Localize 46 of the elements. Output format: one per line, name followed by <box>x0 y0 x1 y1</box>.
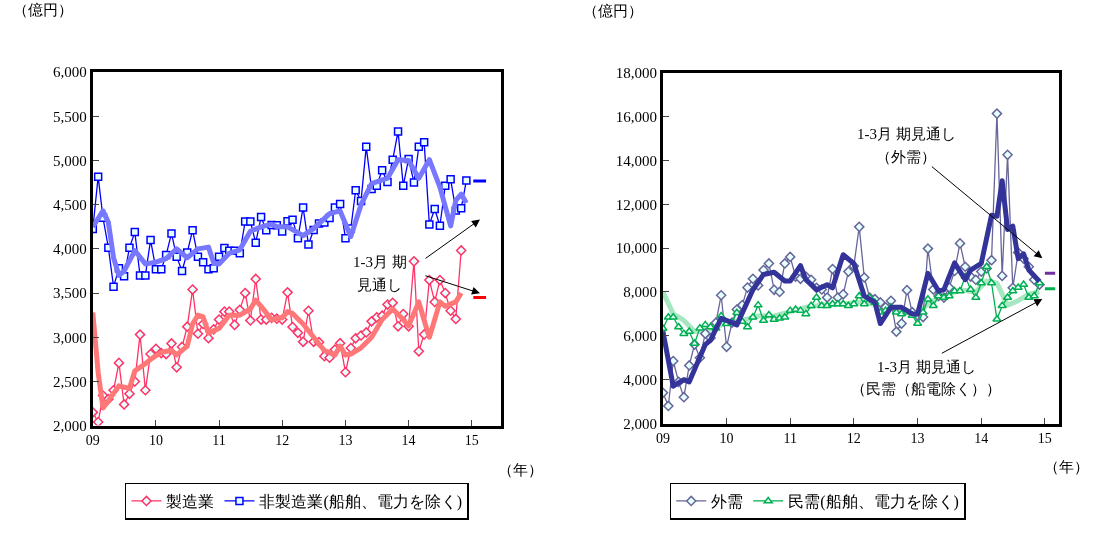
y-tick-label: 4,000 <box>623 371 657 388</box>
y-tick-label: 2,000 <box>623 415 657 432</box>
y-tick-label: 14,000 <box>615 152 657 169</box>
x-tick-label: 14 <box>401 433 416 449</box>
legend-label: 非製造業(船舶、電力を除く) <box>259 493 463 512</box>
y-tick-label: 12,000 <box>615 196 657 213</box>
legend-label: 外需 <box>711 493 744 511</box>
x-tick-label: 09 <box>85 433 100 449</box>
x-tick-label: 12 <box>275 433 290 449</box>
y-tick-label: 8,000 <box>623 284 657 301</box>
y-tick-label: 6,000 <box>53 64 87 81</box>
y-tick-label: 4,000 <box>53 241 87 258</box>
annotation: 1-3月 期見通し <box>877 359 976 375</box>
annotation: 1-3月 期 <box>353 254 407 270</box>
x-tick-label: 13 <box>910 431 925 447</box>
y-tick-label: 16,000 <box>615 108 657 125</box>
annotation: 見通し <box>357 277 402 293</box>
x-tick-label: 11 <box>783 431 797 447</box>
legend-label: 製造業 <box>166 493 215 511</box>
x-tick-label: 10 <box>719 431 734 447</box>
y-tick-label: 18,000 <box>615 64 657 81</box>
x-tick-label: 10 <box>148 433 163 449</box>
y-tick-label: 10,000 <box>615 240 657 257</box>
x-tick-label: 15 <box>464 433 479 449</box>
x-tick-label: 09 <box>655 431 670 447</box>
y-tick-label: 2,000 <box>53 417 87 434</box>
y-tick-label: 2,500 <box>53 373 87 390</box>
y-tick-label: 5,500 <box>53 108 87 125</box>
y-tick-label: 3,000 <box>53 329 87 346</box>
y-tick-label: 3,500 <box>53 285 87 302</box>
y-tick-label: 5,000 <box>53 152 87 169</box>
y-tick-label: 4,500 <box>53 196 87 213</box>
y-tick-label: 6,000 <box>623 328 657 345</box>
annotation: 1-3月 期見通し <box>857 126 956 142</box>
x-tick-label: 12 <box>846 431 861 447</box>
y-axis-title: （億円） <box>583 3 643 19</box>
x-tick-label: 11 <box>212 433 226 449</box>
annotation: （外需） <box>876 149 936 165</box>
x-axis-title: （年） <box>498 462 543 478</box>
legend-label: 民需(船舶、電力を除く) <box>788 493 959 512</box>
y-axis-title: （億円） <box>13 2 73 18</box>
annotation: （民需（船電除く）） <box>851 381 1001 397</box>
x-tick-label: 14 <box>974 431 989 447</box>
x-tick-label: 15 <box>1037 431 1052 447</box>
x-axis-title: （年） <box>1044 459 1089 475</box>
x-tick-label: 13 <box>338 433 353 449</box>
